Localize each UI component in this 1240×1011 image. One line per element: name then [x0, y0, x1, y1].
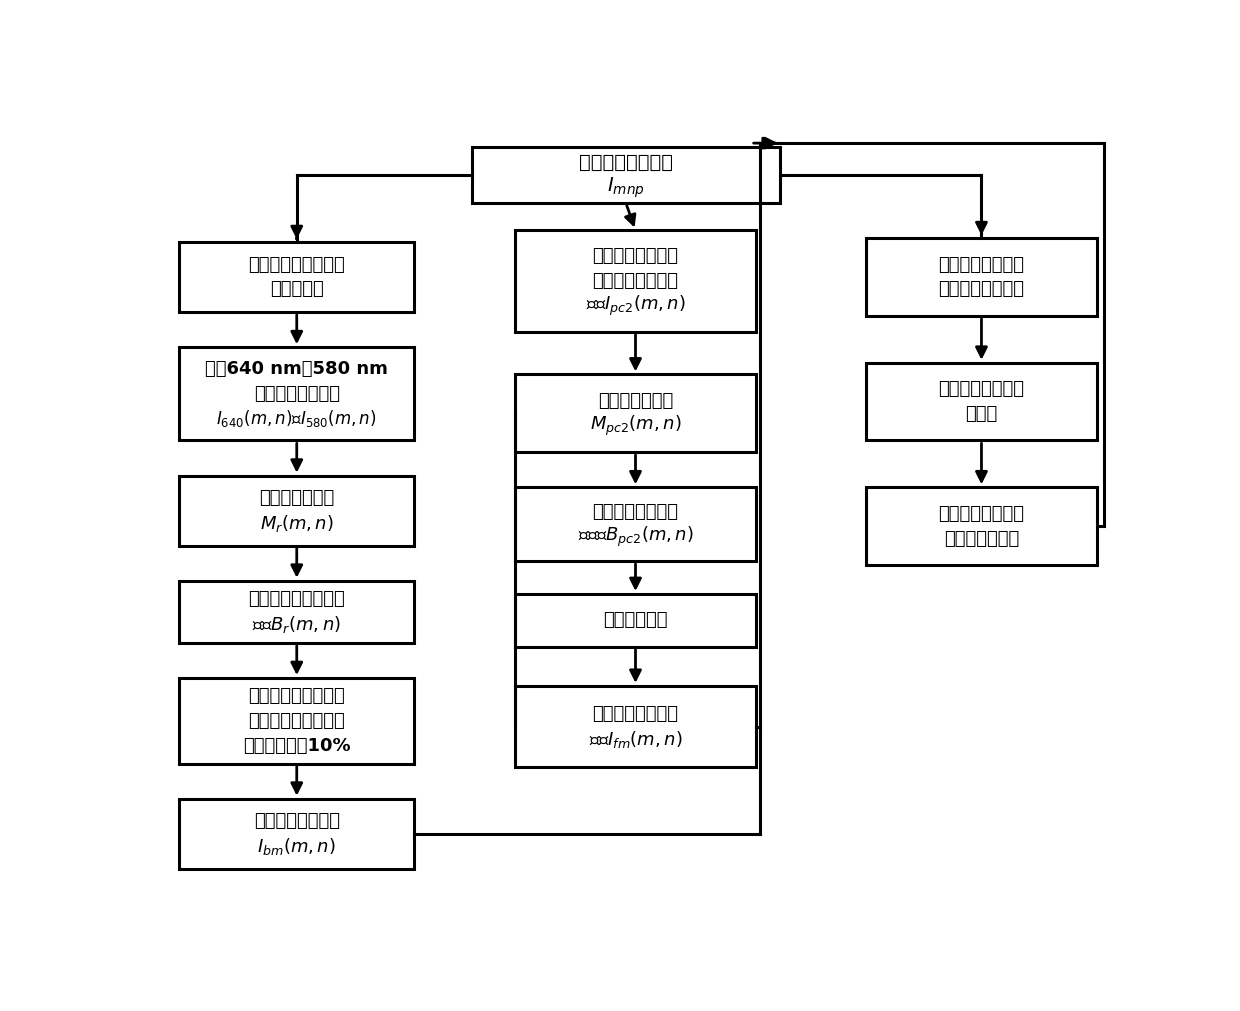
- Text: 谱特征曲线: 谱特征曲线: [270, 280, 324, 298]
- Text: 法得到降维特征: 法得到降维特征: [944, 530, 1019, 548]
- Text: 为中心点缩进10%: 为中心点缩进10%: [243, 737, 351, 754]
- FancyBboxPatch shape: [516, 685, 755, 767]
- Text: 学处理，以图像形心: 学处理，以图像形心: [248, 712, 345, 730]
- FancyBboxPatch shape: [179, 580, 414, 643]
- Text: 构建肌间脂肪掩膜: 构建肌间脂肪掩膜: [593, 705, 678, 723]
- Text: $I_{bm}(m,n)$: $I_{bm}(m,n)$: [258, 835, 336, 856]
- Text: $I_{mnp}$: $I_{mnp}$: [608, 175, 645, 200]
- Text: 构建背景掩膜图像: 构建背景掩膜图像: [254, 812, 340, 830]
- FancyBboxPatch shape: [516, 487, 755, 561]
- Text: 肪作为感兴趣区域: 肪作为感兴趣区域: [939, 280, 1024, 298]
- FancyBboxPatch shape: [472, 147, 780, 203]
- Text: 阈值处理并二值化为: 阈值处理并二值化为: [248, 590, 345, 609]
- Text: 阈值处理并二值化: 阈值处理并二值化: [593, 502, 678, 521]
- Text: $M_{pc2}(m,n)$: $M_{pc2}(m,n)$: [590, 413, 681, 438]
- Text: 图像$B_r(m,n)$: 图像$B_r(m,n)$: [252, 614, 341, 635]
- FancyBboxPatch shape: [516, 593, 755, 647]
- Text: 获取背景和目标物光: 获取背景和目标物光: [248, 256, 345, 274]
- Text: 提取感兴趣区域光: 提取感兴趣区域光: [939, 380, 1024, 398]
- FancyBboxPatch shape: [179, 678, 414, 763]
- Text: 进行中值滤波: 进行中值滤波: [603, 612, 668, 629]
- Text: 提取640 nm和580 nm: 提取640 nm和580 nm: [206, 360, 388, 378]
- FancyBboxPatch shape: [516, 374, 755, 452]
- Text: 计算目标物矩阵: 计算目标物矩阵: [598, 392, 673, 409]
- FancyBboxPatch shape: [179, 799, 414, 868]
- Text: 利用主成分分析方: 利用主成分分析方: [939, 504, 1024, 523]
- Text: 剔除背景和肌间脂: 剔除背景和肌间脂: [939, 256, 1024, 274]
- FancyBboxPatch shape: [866, 363, 1096, 441]
- Text: $M_r(m,n)$: $M_r(m,n)$: [260, 513, 334, 534]
- Text: 利用主成分分析方: 利用主成分分析方: [593, 247, 678, 265]
- Text: 进行中值滤波和形态: 进行中值滤波和形态: [248, 686, 345, 705]
- Text: 波长下的灰度图像: 波长下的灰度图像: [254, 385, 340, 402]
- FancyBboxPatch shape: [179, 242, 414, 312]
- Text: 异源肉高光谱图像: 异源肉高光谱图像: [579, 153, 673, 172]
- Text: 为图像$B_{pc2}(m,n)$: 为图像$B_{pc2}(m,n)$: [578, 525, 693, 549]
- FancyBboxPatch shape: [866, 487, 1096, 565]
- Text: $I_{640}(m,n)$和$I_{580}(m,n)$: $I_{640}(m,n)$和$I_{580}(m,n)$: [217, 408, 377, 430]
- Text: 法获取第二主成分: 法获取第二主成分: [593, 272, 678, 290]
- FancyBboxPatch shape: [516, 231, 755, 332]
- FancyBboxPatch shape: [866, 239, 1096, 315]
- FancyBboxPatch shape: [179, 347, 414, 441]
- Text: 计算波段比矩阵: 计算波段比矩阵: [259, 489, 335, 508]
- Text: 谱特征: 谱特征: [965, 405, 998, 423]
- Text: 图像$I_{fm}(m,n)$: 图像$I_{fm}(m,n)$: [589, 729, 682, 749]
- FancyBboxPatch shape: [179, 475, 414, 546]
- Text: 图像$I_{pc2}(m,n)$: 图像$I_{pc2}(m,n)$: [585, 294, 686, 317]
